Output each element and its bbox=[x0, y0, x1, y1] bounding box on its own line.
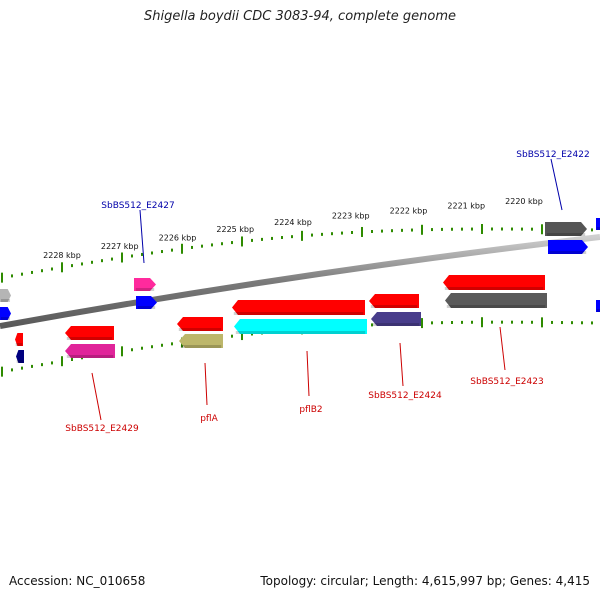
gene-labels: SbBS512_E2427 SbBS512_E2422 SbBS512_E2429 p… bbox=[65, 150, 589, 434]
reverse-gene-arrow[interactable] bbox=[232, 300, 365, 315]
scale-tick-label: 2225 kbp bbox=[216, 225, 254, 234]
reverse-gene-arrow[interactable] bbox=[15, 333, 23, 346]
forward-gene-arrow[interactable] bbox=[0, 289, 11, 302]
gene-label-reverse-leader bbox=[399, 342, 404, 387]
reverse-gene-arrow[interactable] bbox=[234, 319, 367, 334]
scale-tick-label: 2221 kbp bbox=[447, 201, 485, 210]
reverse-gene-arrow[interactable] bbox=[443, 275, 545, 290]
forward-gene-arrow[interactable] bbox=[545, 222, 587, 236]
scale-tick-label: 2220 kbp bbox=[505, 197, 543, 206]
gene-label-reverse[interactable]: SbBS512_E2429 bbox=[65, 424, 139, 434]
tick-labels: 2228 kbp 2227 kbp 2226 kbp 2225 kbp 2224 kbp… bbox=[43, 197, 543, 260]
scale-tick-label: 2224 kbp bbox=[274, 218, 312, 227]
reverse-gene-arrow[interactable] bbox=[177, 317, 223, 331]
genome-summary-text: Topology: circular; Length: 4,615,997 bp… bbox=[260, 574, 590, 588]
gene-label-forward[interactable]: SbBS512_E2422 bbox=[516, 150, 589, 160]
reverse-gene-arrow[interactable] bbox=[65, 326, 114, 340]
reverse-gene-arrow[interactable] bbox=[65, 344, 115, 358]
reverse-gene-arrow[interactable] bbox=[369, 294, 419, 308]
feature-tracks bbox=[0, 218, 600, 363]
map-title: Shigella boydii CDC 3083-94, complete ge… bbox=[143, 9, 457, 24]
accession-text: Accession: NC_010658 bbox=[9, 574, 146, 588]
gene-label-reverse[interactable]: SbBS512_E2424 bbox=[368, 391, 442, 401]
genome-backbone bbox=[0, 234, 600, 329]
gene-label-reverse[interactable]: pflA bbox=[200, 414, 218, 424]
gene-label-reverse-leader bbox=[499, 326, 506, 371]
scale-tick-label: 2223 kbp bbox=[332, 212, 370, 221]
reverse-gene-arrow[interactable] bbox=[371, 312, 421, 326]
gene-label-reverse-leader bbox=[91, 372, 102, 421]
gene-label-reverse-leader bbox=[204, 362, 208, 406]
forward-gene-arrow[interactable] bbox=[136, 296, 157, 309]
gene-label-forward[interactable]: SbBS512_E2427 bbox=[101, 201, 174, 211]
forward-gene-arrow[interactable] bbox=[596, 300, 600, 312]
scale-tick-label: 2226 kbp bbox=[159, 233, 197, 242]
reverse-gene-arrow[interactable] bbox=[179, 334, 223, 348]
gene-label-reverse[interactable]: SbBS512_E2423 bbox=[470, 377, 543, 387]
reverse-gene-arrow[interactable] bbox=[445, 293, 547, 308]
gene-label-forward-leader bbox=[139, 209, 145, 264]
gene-label-reverse-leader bbox=[306, 350, 310, 397]
forward-gene-arrow[interactable] bbox=[134, 278, 156, 291]
scale-tick-label: 2228 kbp bbox=[43, 251, 81, 260]
forward-gene-arrow[interactable] bbox=[596, 218, 600, 230]
gene-label-forward-leader bbox=[550, 158, 563, 211]
forward-gene-arrow[interactable] bbox=[0, 307, 11, 320]
scale-tick-label: 2227 kbp bbox=[101, 242, 139, 251]
gene-label-reverse[interactable]: pflB2 bbox=[299, 405, 322, 415]
forward-gene-arrow[interactable] bbox=[548, 240, 588, 254]
scale-tick-label: 2222 kbp bbox=[390, 206, 428, 215]
outer-tick-ring bbox=[1, 224, 593, 283]
reverse-gene-arrow[interactable] bbox=[16, 350, 24, 363]
